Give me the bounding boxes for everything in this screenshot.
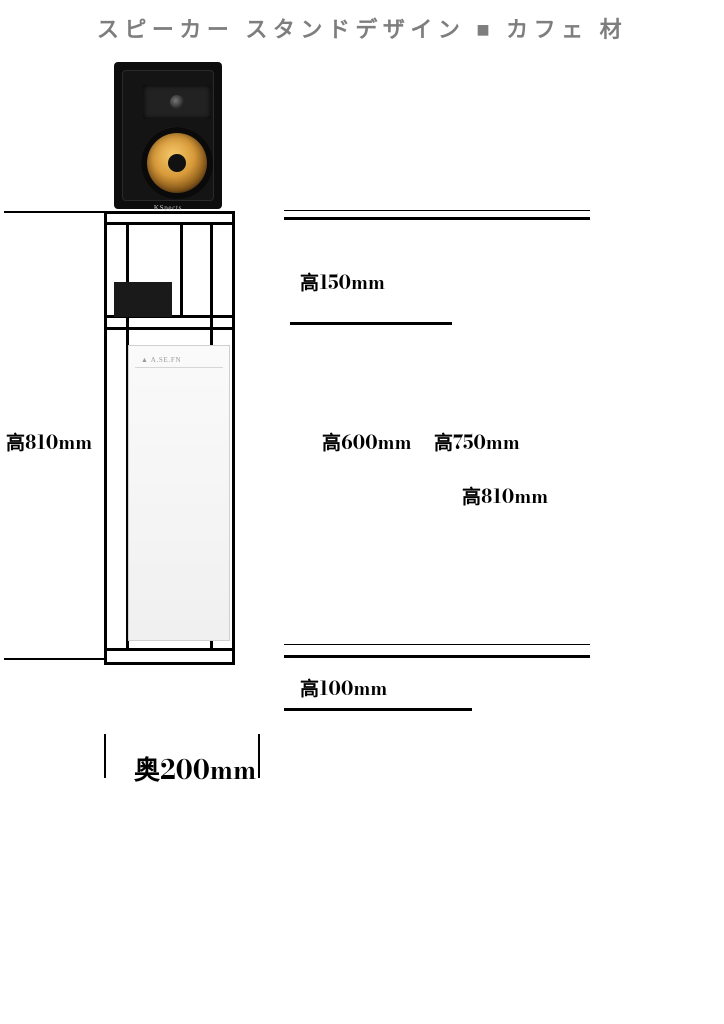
ref-mid: [290, 322, 452, 325]
page-title: スピーカー スタンドデザイン ■ カフェ 材: [0, 12, 724, 44]
shelf-top-b: [104, 222, 235, 225]
diagram-canvas: スピーカー スタンドデザイン ■ カフェ 材 KSpects ▲ A.SE.FN…: [0, 0, 724, 1024]
label-h810-left: 高810mm: [6, 428, 92, 457]
label-h750: 高750mm: [434, 428, 520, 457]
guide-left-top: [4, 211, 104, 213]
depth-tick-left: [104, 734, 106, 778]
shelf-bot-a: [104, 648, 235, 651]
stand-center-divider: [180, 222, 183, 315]
ref-bot-1: [284, 644, 590, 645]
woofer: [141, 127, 213, 199]
guide-left-bot: [4, 658, 104, 660]
ref-top-1: [284, 210, 590, 211]
appliance-logo-label: ▲ A.SE.FN: [141, 356, 181, 364]
stand-left-rail: [104, 211, 107, 662]
appliance-outline: ▲ A.SE.FN: [128, 345, 230, 641]
label-h150: 高150mm: [300, 268, 385, 297]
label-h600: 高600mm: [322, 428, 412, 457]
shelf-mid-b: [104, 327, 235, 330]
ref-h100: [284, 708, 472, 711]
label-h810-right: 高810mm: [462, 482, 548, 511]
label-depth: 奥200mm: [134, 750, 256, 790]
tweeter: [143, 85, 211, 119]
shelf-top-a: [104, 211, 235, 214]
speaker-face: KSpects: [122, 70, 214, 201]
speaker: KSpects: [114, 62, 222, 209]
ref-bot-2: [284, 655, 590, 658]
shelf-device: [114, 282, 172, 317]
depth-tick-right: [258, 734, 260, 778]
stand-right-rail: [232, 211, 235, 662]
label-h100: 高100mm: [300, 674, 387, 703]
ref-top-2: [284, 217, 590, 220]
shelf-bot-b: [104, 662, 235, 665]
